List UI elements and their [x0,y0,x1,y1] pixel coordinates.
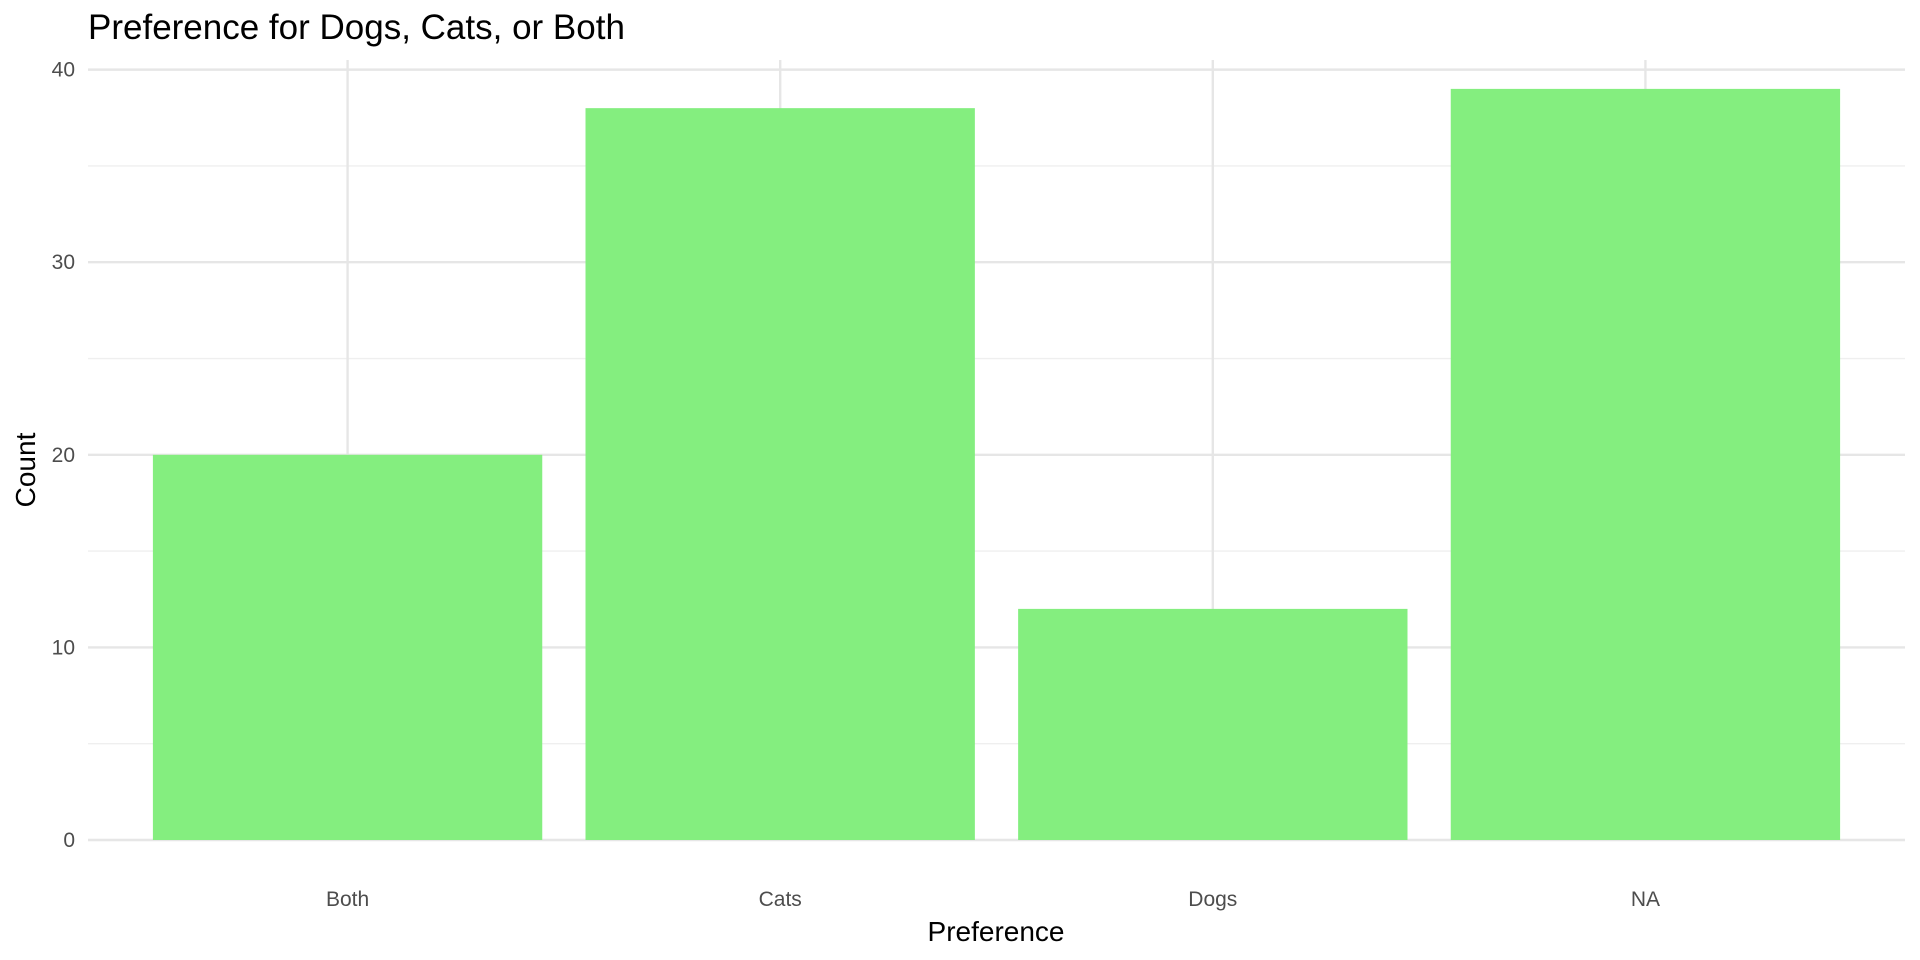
chart-title: Preference for Dogs, Cats, or Both [88,8,625,47]
x-tick-label: Both [326,888,369,911]
x-tick-label: Dogs [1188,888,1237,911]
bars [152,88,1841,841]
y-tick-label: 10 [52,636,75,659]
bar-both [152,454,543,840]
bar-na [1450,88,1841,840]
x-axis-ticks: Both Cats Dogs NA [326,888,1660,911]
x-tick-label: NA [1631,888,1660,911]
y-tick-label: 20 [52,444,75,467]
bar-cats [585,108,975,841]
x-axis-title: Preference [928,916,1065,947]
y-tick-label: 30 [52,251,75,274]
x-tick-label: Cats [759,888,802,911]
y-tick-label: 0 [63,829,75,852]
bar-dogs [1018,608,1408,840]
y-tick-label: 40 [52,59,75,82]
y-axis-ticks: 0 10 20 30 40 [52,59,75,852]
y-axis-title: Count [10,432,41,507]
